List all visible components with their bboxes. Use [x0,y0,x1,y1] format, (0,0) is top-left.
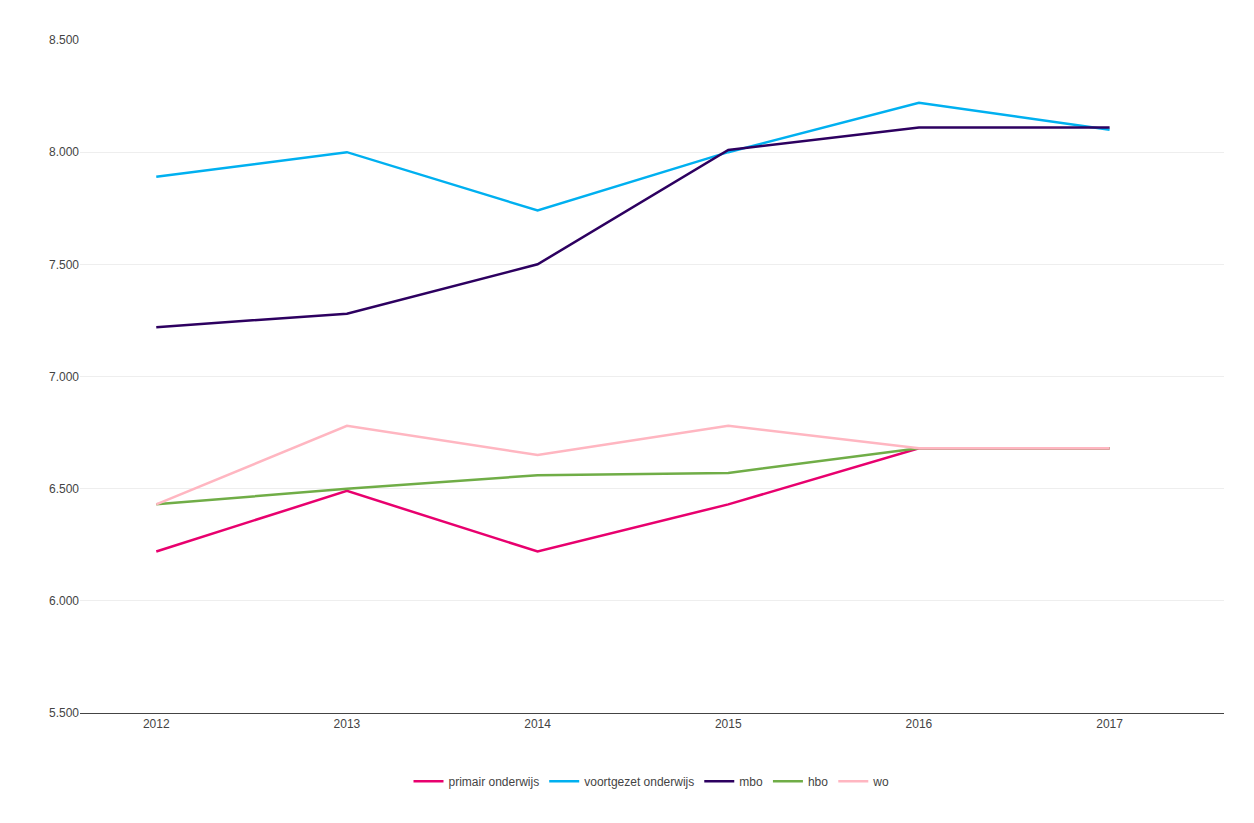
svg-text:6.000: 6.000 [49,594,79,608]
svg-text:primair onderwijs: primair onderwijs [449,775,540,789]
svg-text:6.500: 6.500 [49,482,79,496]
svg-text:7.000: 7.000 [49,370,79,384]
svg-text:mbo: mbo [739,775,763,789]
svg-text:8.000: 8.000 [49,145,79,159]
svg-text:5.500: 5.500 [49,706,79,720]
svg-text:2014: 2014 [524,717,551,731]
svg-text:8.500: 8.500 [49,33,79,47]
svg-text:7.500: 7.500 [49,258,79,272]
svg-text:voortgezet onderwijs: voortgezet onderwijs [584,775,694,789]
svg-text:hbo: hbo [808,775,828,789]
svg-text:2012: 2012 [143,717,170,731]
svg-text:2017: 2017 [1096,717,1123,731]
svg-text:2016: 2016 [906,717,933,731]
svg-text:2015: 2015 [715,717,742,731]
svg-text:wo: wo [872,775,889,789]
svg-text:2013: 2013 [334,717,361,731]
